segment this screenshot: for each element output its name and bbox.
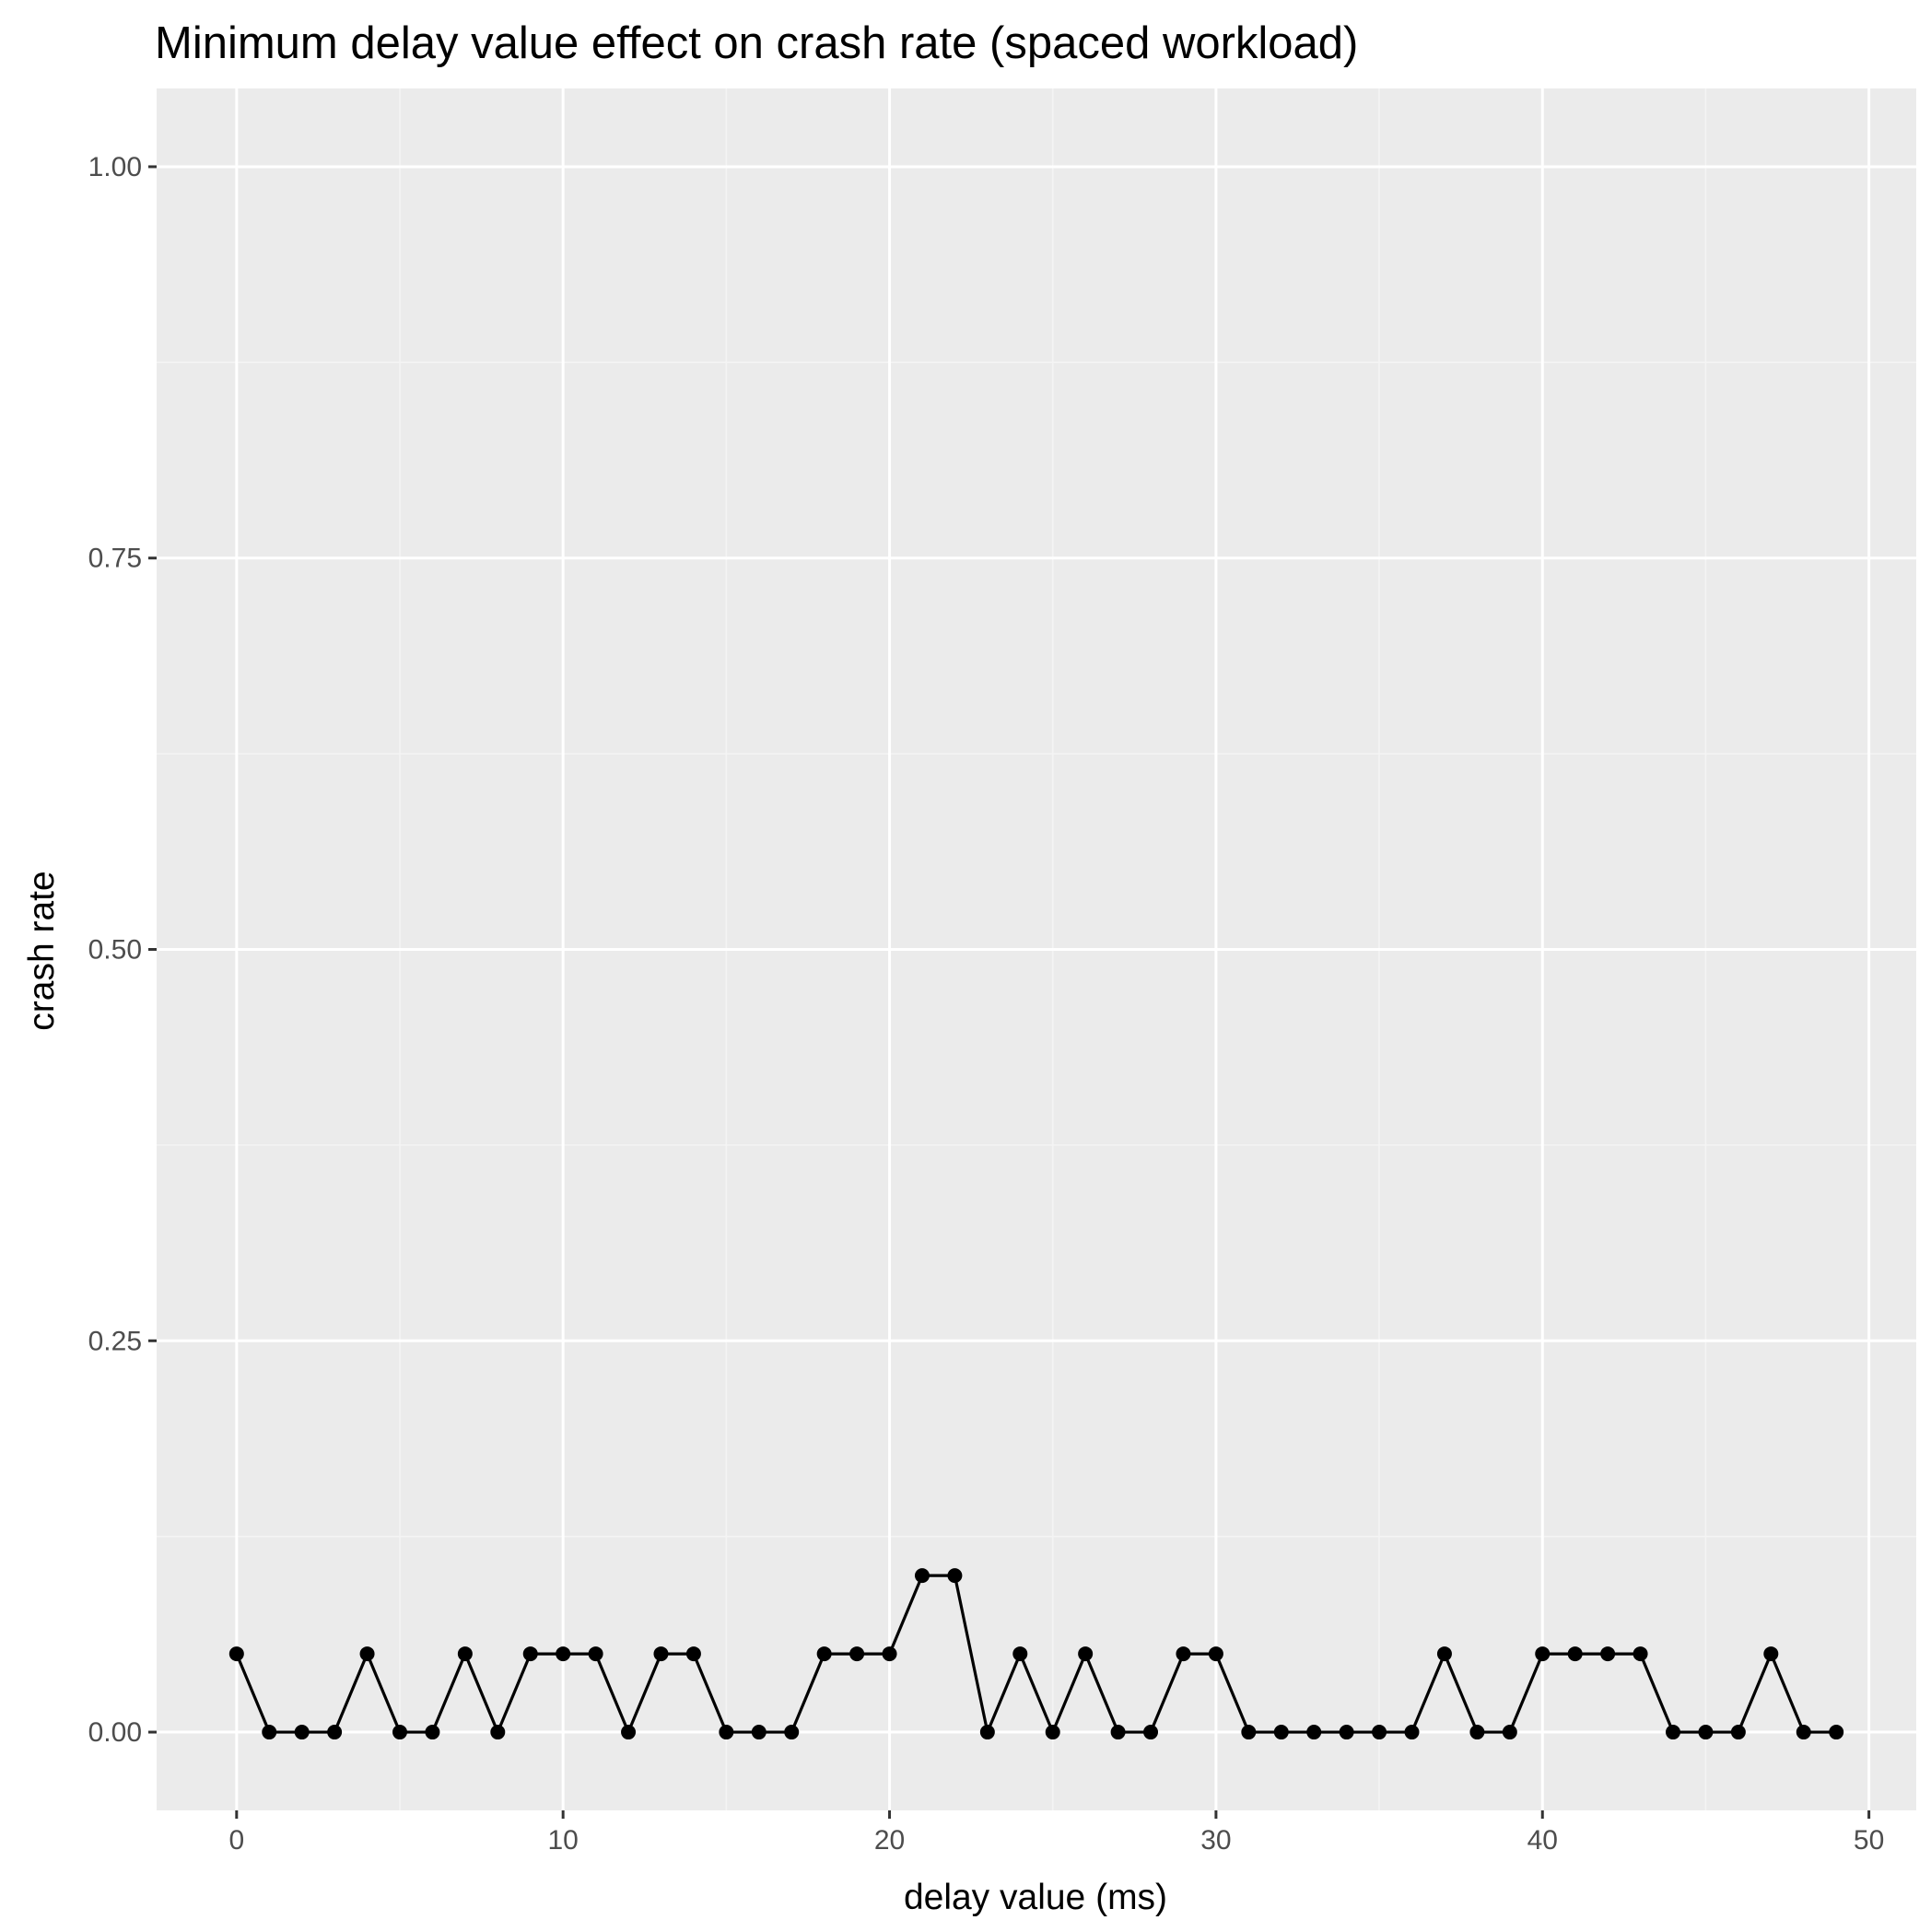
data-point [1763, 1646, 1779, 1662]
data-point [1110, 1725, 1126, 1740]
data-point [490, 1725, 506, 1740]
data-point [1273, 1725, 1289, 1740]
data-point [294, 1725, 310, 1740]
data-point [1829, 1725, 1844, 1740]
x-tick-label: 10 [547, 1825, 578, 1856]
axes: 0 10 20 30 40 50 0.00 0.25 0.50 0.75 1.00 [88, 152, 1885, 1856]
major-gridlines [157, 88, 1916, 1810]
data-point [653, 1646, 669, 1662]
data-point [262, 1725, 277, 1740]
data-point [1208, 1646, 1223, 1662]
data-point [522, 1646, 538, 1662]
x-tick-label: 30 [1200, 1825, 1231, 1856]
data-point [979, 1725, 995, 1740]
y-tick-label: 0.75 [88, 544, 142, 574]
data-point [1143, 1725, 1159, 1740]
data-point [392, 1725, 407, 1740]
data-point [1306, 1725, 1322, 1740]
data-point [816, 1646, 832, 1662]
data-point [1796, 1725, 1811, 1740]
data-point [1339, 1725, 1354, 1740]
data-point [1012, 1646, 1028, 1662]
data-point [1698, 1725, 1714, 1740]
chart-title: Minimum delay value effect on crash rate… [155, 18, 1358, 68]
y-tick-label: 1.00 [88, 152, 142, 182]
data-point [1633, 1646, 1648, 1662]
data-point [556, 1646, 571, 1662]
data-point [1666, 1725, 1681, 1740]
x-tick-label: 40 [1527, 1825, 1558, 1856]
data-point [228, 1646, 244, 1662]
data-point [849, 1646, 865, 1662]
data-point [327, 1725, 343, 1740]
data-point [425, 1725, 440, 1740]
data-point [1567, 1646, 1583, 1662]
data-point [1535, 1646, 1551, 1662]
data-point [621, 1725, 637, 1740]
x-tick-label: 20 [874, 1825, 905, 1856]
y-tick-label: 0.00 [88, 1717, 142, 1748]
data-point [784, 1725, 800, 1740]
series-layer [228, 1568, 1844, 1740]
data-point [1241, 1725, 1257, 1740]
data-point [1404, 1725, 1420, 1740]
data-point [914, 1568, 930, 1584]
y-tick-label: 0.25 [88, 1326, 142, 1356]
data-point [359, 1646, 375, 1662]
data-point [685, 1646, 701, 1662]
data-point [1372, 1725, 1387, 1740]
x-axis-title: delay value (ms) [904, 1878, 1167, 1917]
data-point [1600, 1646, 1616, 1662]
data-point [588, 1646, 603, 1662]
x-tick-label: 0 [228, 1825, 244, 1856]
y-tick-label: 0.50 [88, 935, 142, 966]
data-point [1078, 1646, 1094, 1662]
data-point [1436, 1646, 1452, 1662]
data-point [751, 1725, 767, 1740]
data-point [457, 1646, 473, 1662]
data-point [1176, 1646, 1191, 1662]
y-axis-title: crash rate [22, 871, 62, 1030]
data-point [882, 1646, 897, 1662]
data-point [719, 1725, 734, 1740]
data-point [1730, 1725, 1746, 1740]
data-point [1502, 1725, 1517, 1740]
data-point [1469, 1725, 1485, 1740]
data-point [947, 1568, 963, 1584]
data-point [1045, 1725, 1060, 1740]
x-tick-label: 50 [1854, 1825, 1884, 1856]
